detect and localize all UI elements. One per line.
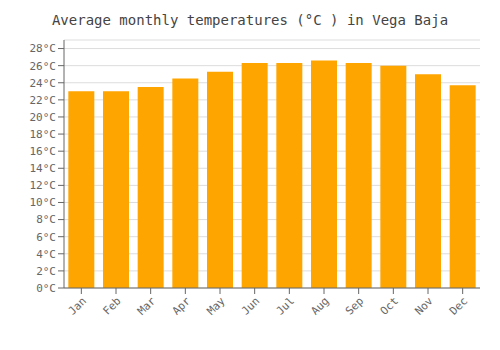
svg-text:May: May [204, 294, 228, 318]
svg-text:8°C: 8°C [36, 213, 56, 226]
svg-text:Apr: Apr [170, 294, 194, 318]
svg-text:Feb: Feb [100, 294, 123, 317]
svg-text:26°C: 26°C [30, 60, 57, 73]
svg-text:16°C: 16°C [30, 145, 57, 158]
svg-text:22°C: 22°C [30, 94, 57, 107]
svg-text:18°C: 18°C [30, 128, 57, 141]
svg-text:0°C: 0°C [36, 282, 56, 295]
svg-text:24°C: 24°C [30, 77, 57, 90]
svg-text:6°C: 6°C [36, 231, 56, 244]
svg-text:Jun: Jun [239, 294, 262, 317]
svg-text:Jul: Jul [274, 294, 297, 317]
svg-text:Jan: Jan [66, 294, 89, 317]
svg-text:Sep: Sep [343, 294, 366, 317]
svg-text:28°C: 28°C [30, 42, 57, 55]
svg-text:4°C: 4°C [36, 248, 56, 261]
svg-text:Dec: Dec [447, 294, 470, 317]
svg-text:Nov: Nov [412, 294, 436, 318]
svg-text:Aug: Aug [308, 294, 331, 317]
svg-text:20°C: 20°C [30, 111, 57, 124]
svg-text:14°C: 14°C [30, 162, 57, 175]
svg-text:2°C: 2°C [36, 265, 56, 278]
svg-text:Mar: Mar [135, 294, 159, 318]
svg-text:10°C: 10°C [30, 196, 57, 209]
svg-text:12°C: 12°C [30, 179, 57, 192]
html-text:Average monthly temperatures (: Average monthly temperatures (°C ) in Ve… [51, 12, 449, 28]
svg-text:Oct: Oct [378, 294, 401, 317]
